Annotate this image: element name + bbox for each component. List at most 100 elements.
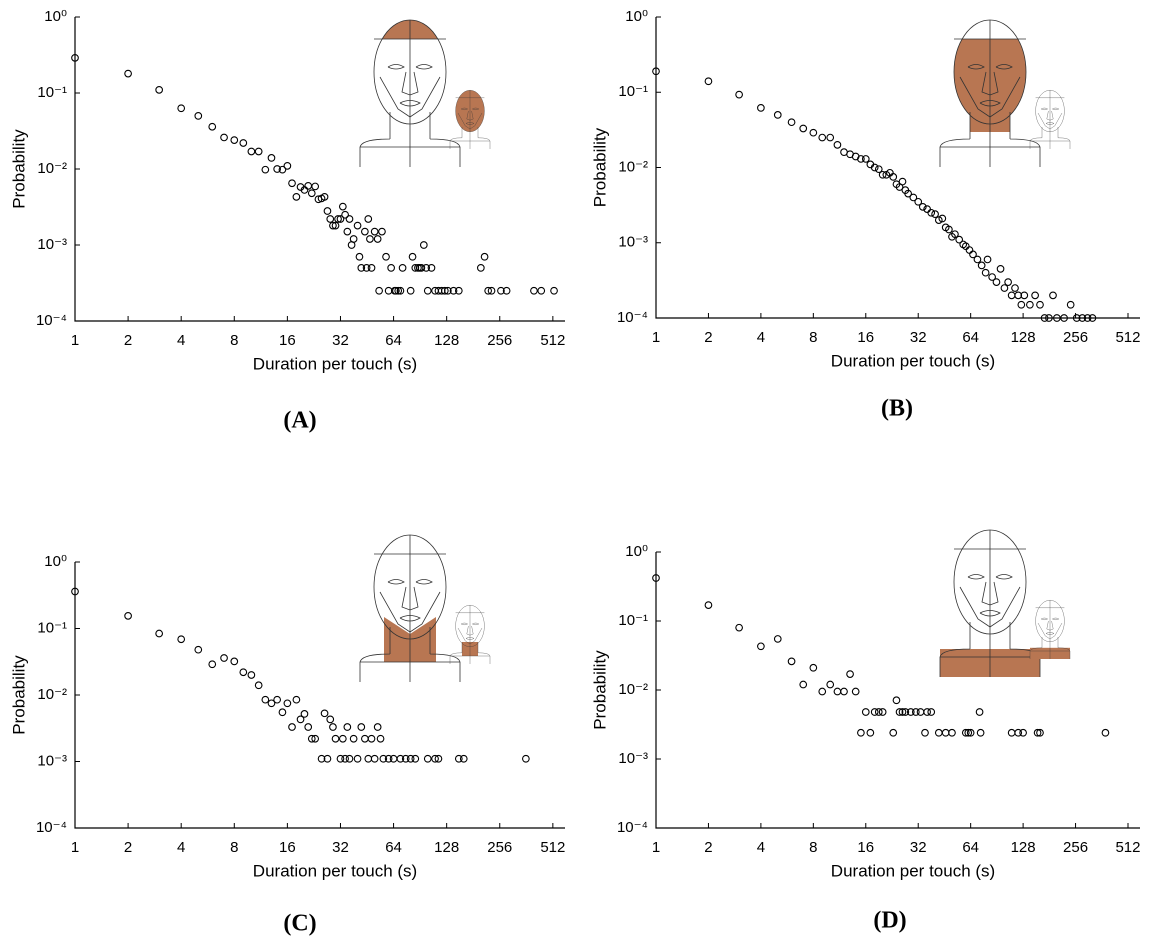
data-point <box>1045 314 1053 322</box>
data-point <box>809 663 818 672</box>
x-tick-label: 32 <box>332 332 349 349</box>
x-tick-label: 64 <box>385 839 402 856</box>
x-tick-label: 128 <box>1011 839 1036 856</box>
data-point <box>1072 314 1081 322</box>
data-point <box>382 252 390 261</box>
y-tick-label: 10⁰ <box>625 543 648 560</box>
data-point <box>370 227 379 236</box>
data-point <box>459 754 468 763</box>
data-point <box>423 754 432 763</box>
data-point <box>406 286 415 295</box>
data-point <box>278 708 287 717</box>
data-point <box>916 708 925 716</box>
data-point <box>892 696 901 705</box>
data-point <box>220 133 228 142</box>
data-point <box>375 286 383 295</box>
panel-label: (C) <box>283 911 316 937</box>
data-point <box>376 734 385 743</box>
data-point <box>155 86 164 94</box>
data-point <box>304 723 313 731</box>
data-point <box>71 54 79 62</box>
data-point <box>550 286 558 295</box>
data-point <box>323 754 332 763</box>
data-point <box>480 252 489 261</box>
x-tick-label: 2 <box>124 839 132 856</box>
data-point <box>652 67 660 76</box>
data-point <box>343 227 352 236</box>
x-tick-label: 8 <box>230 839 238 856</box>
x-tick-label: 8 <box>230 332 238 349</box>
data-point <box>1033 728 1042 737</box>
x-tick-label: 2 <box>124 332 132 349</box>
data-point <box>387 264 395 272</box>
x-tick-label: 4 <box>177 332 185 349</box>
x-axis-label: Duration per touch (s) <box>831 351 995 370</box>
data-point <box>945 225 953 234</box>
y-tick-label: 10⁻³ <box>618 750 648 767</box>
data-point <box>417 264 426 272</box>
axis-line <box>655 17 1140 319</box>
y-tick-label: 10⁻⁴ <box>36 819 67 836</box>
data-point <box>878 708 887 716</box>
x-tick-label: 1 <box>652 839 660 856</box>
x-tick-label: 1 <box>652 329 660 346</box>
data-point <box>866 728 875 737</box>
data-point <box>826 680 835 689</box>
data-point <box>194 112 203 120</box>
data-point <box>283 699 292 708</box>
data-point <box>704 601 713 609</box>
x-tick-label: 4 <box>757 329 765 346</box>
data-point <box>320 193 329 201</box>
x-tick-label: 1 <box>71 332 79 349</box>
data-point <box>861 708 870 716</box>
data-point <box>704 77 713 86</box>
data-point <box>921 728 929 737</box>
axis-line <box>74 562 565 829</box>
x-tick-label: 4 <box>757 839 765 856</box>
data-point <box>292 193 301 201</box>
data-point <box>497 286 505 295</box>
y-tick-label: 10⁻¹ <box>618 83 648 100</box>
data-point <box>487 286 496 295</box>
data-point <box>331 221 340 230</box>
x-tick-label: 128 <box>434 332 459 349</box>
x-axis-label: Duration per touch (s) <box>253 354 417 373</box>
data-point <box>343 723 352 731</box>
data-point <box>904 189 912 198</box>
data-point <box>941 728 950 737</box>
data-point <box>431 754 439 763</box>
x-tick-label: 512 <box>1115 329 1140 346</box>
y-tick-label: 10⁻³ <box>37 752 67 769</box>
y-axis-label: Probability <box>590 127 609 207</box>
data-point <box>296 715 305 724</box>
data-point <box>955 235 964 244</box>
data-point <box>918 202 927 211</box>
data-point <box>366 235 374 243</box>
y-tick-label: 10⁻³ <box>618 234 648 251</box>
data-point <box>735 90 743 99</box>
axis-line <box>655 552 1140 829</box>
data-point <box>818 687 827 696</box>
data-point <box>254 681 263 690</box>
data-point <box>349 734 358 743</box>
data-point <box>406 754 415 763</box>
data-point <box>71 587 79 596</box>
data-point <box>1036 728 1044 737</box>
data-point <box>826 133 835 142</box>
data-point <box>440 286 449 295</box>
data-point <box>300 710 309 718</box>
head-illustration <box>359 534 491 683</box>
data-point <box>396 286 405 295</box>
data-point <box>969 250 977 259</box>
data-point <box>367 734 376 743</box>
data-point <box>124 611 132 620</box>
data-point <box>261 695 270 704</box>
data-point <box>254 147 263 156</box>
data-point <box>384 754 393 763</box>
x-tick-label: 512 <box>540 332 565 349</box>
data-point <box>889 728 898 737</box>
data-point <box>1007 728 1016 737</box>
data-point <box>961 728 970 737</box>
data-point <box>1017 300 1026 309</box>
